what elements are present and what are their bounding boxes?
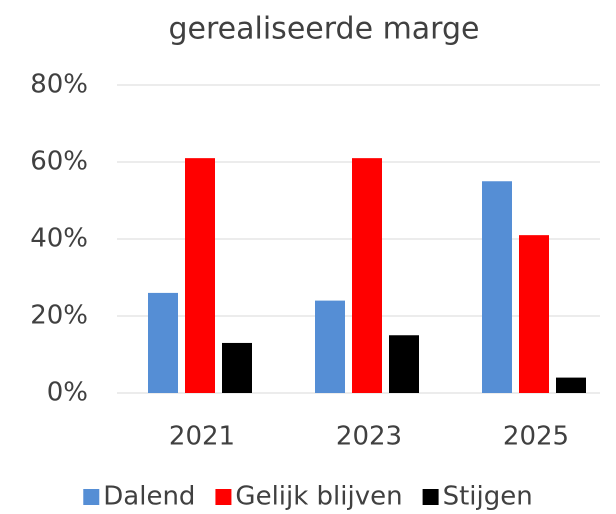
- chart-title: gerealiseerde marge: [169, 12, 480, 47]
- x-tick-label: 2023: [336, 422, 402, 452]
- legend-label: Stijgen: [443, 482, 533, 512]
- bar: [315, 300, 345, 393]
- bar: [185, 158, 215, 393]
- legend-swatch: [83, 489, 100, 505]
- bar: [352, 158, 382, 393]
- legend-swatch: [422, 489, 439, 505]
- legend-swatch: [215, 489, 232, 505]
- bar: [519, 235, 549, 393]
- bar: [556, 377, 586, 393]
- y-tick-label: 40%: [30, 224, 88, 254]
- bar: [148, 292, 178, 393]
- bar: [222, 342, 252, 393]
- y-tick-label: 0%: [47, 378, 88, 408]
- y-tick-label: 20%: [30, 301, 88, 331]
- bar: [482, 181, 512, 393]
- legend-label: Gelijk blijven: [235, 482, 402, 512]
- legend-label: Dalend: [103, 482, 195, 512]
- y-tick-label: 80%: [30, 70, 88, 100]
- x-tick-label: 2025: [503, 422, 569, 452]
- y-tick-label: 60%: [30, 147, 88, 177]
- bar: [389, 335, 419, 393]
- x-tick-label: 2021: [169, 422, 235, 452]
